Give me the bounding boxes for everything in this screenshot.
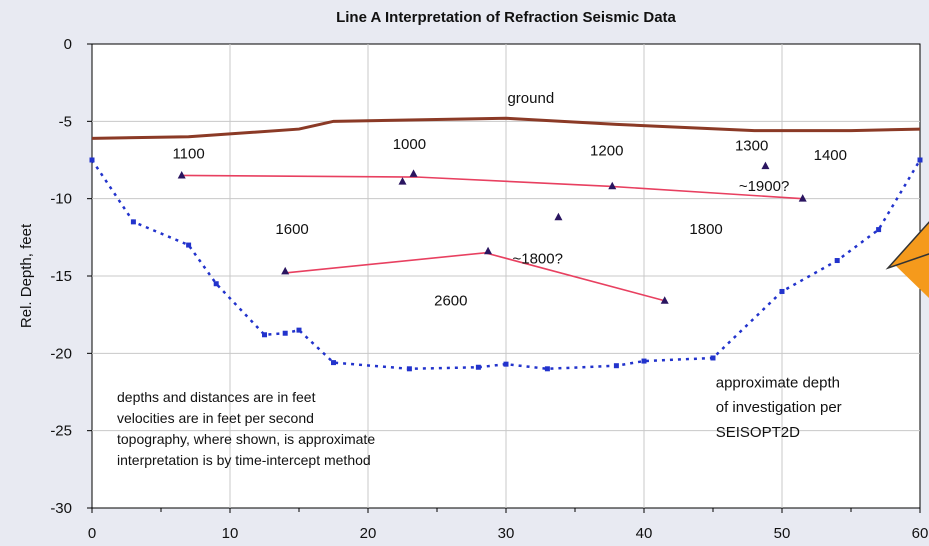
investigation-point <box>876 227 882 233</box>
data-marker <box>660 296 669 304</box>
annotation-label: SEISOPT2D <box>716 424 800 441</box>
y-tick-label: -30 <box>50 500 72 517</box>
investigation-point <box>544 366 550 372</box>
investigation-point <box>262 332 267 338</box>
annotation-label: 1600 <box>275 221 308 238</box>
annotation-label: 1800 <box>689 221 722 238</box>
investigation-point <box>503 361 509 367</box>
x-tick-label: 0 <box>88 525 96 542</box>
data-marker <box>484 246 493 255</box>
series-line-0 <box>91 116 921 140</box>
chart-title: Line A Interpretation of Refraction Seis… <box>336 9 676 26</box>
y-tick-label: 0 <box>64 36 72 53</box>
y-tick-label: -10 <box>50 191 72 208</box>
x-tick-label: 50 <box>774 525 791 542</box>
annotation-label: 1200 <box>590 142 623 159</box>
annotation-label: 1300 <box>735 138 768 155</box>
data-markers <box>177 161 807 304</box>
y-tick-label: -5 <box>59 113 72 130</box>
annotation-label: 1400 <box>814 147 847 164</box>
annotation-label: ~1900? <box>739 178 789 195</box>
y-axis-label: Rel. Depth, feet <box>18 223 35 328</box>
orange-arrow <box>885 221 929 298</box>
axes: 0 10 20 30 40 50 60 0 -5 -10 -15 -20 -25 -30 <box>50 36 928 542</box>
y-tick-label: -20 <box>50 345 72 362</box>
investigation-point <box>89 157 95 163</box>
investigation-point <box>282 330 288 336</box>
annotation-label: 1100 <box>172 145 204 162</box>
annotation-label: of investigation per <box>716 399 842 416</box>
data-marker <box>281 266 290 275</box>
investigation-point <box>710 355 716 361</box>
data-marker <box>608 181 617 190</box>
investigation-point <box>331 360 336 366</box>
note-line: topography, where shown, is approximate <box>117 431 375 447</box>
data-marker <box>761 161 770 170</box>
investigation-point <box>779 288 785 294</box>
notes-block: depths and distances are in feet velociti… <box>117 389 375 468</box>
investigation-point <box>917 157 923 163</box>
data-marker <box>398 177 407 185</box>
investigation-point <box>186 242 192 248</box>
investigation-point <box>296 327 302 333</box>
note-line: depths and distances are in feet <box>117 389 316 405</box>
investigation-point <box>834 258 840 264</box>
investigation-point <box>406 366 412 372</box>
note-line: velocities are in feet per second <box>117 410 314 426</box>
data-marker <box>177 170 186 179</box>
series-line-2 <box>181 174 803 200</box>
x-tick-label: 10 <box>222 525 239 542</box>
investigation-point <box>641 358 647 364</box>
x-tick-label: 60 <box>912 525 929 542</box>
note-line: interpretation is by time-intercept meth… <box>117 452 371 468</box>
x-tick-label: 30 <box>498 525 515 542</box>
y-tick-label: -25 <box>50 423 72 440</box>
y-tick-label: -15 <box>50 268 72 285</box>
data-marker <box>554 212 563 221</box>
x-tick-label: 40 <box>636 525 653 542</box>
annotation-label: 2600 <box>434 292 467 309</box>
annotations: ground 1100 1000 1200 1300 1400 ~1900? 1600 1800… <box>172 90 847 441</box>
data-marker <box>798 194 807 202</box>
annotation-label: ~1800? <box>512 251 562 268</box>
data-marker <box>409 169 418 177</box>
annotation-label: 1000 <box>393 136 426 153</box>
investigation-point <box>613 363 619 369</box>
investigation-point <box>475 364 481 370</box>
investigation-point <box>130 219 136 225</box>
orange-arrow-head <box>885 221 929 270</box>
annotation-label: approximate depth <box>716 374 840 391</box>
x-tick-label: 20 <box>360 525 377 542</box>
investigation-point <box>213 281 219 287</box>
annotation-label: ground <box>507 90 554 107</box>
